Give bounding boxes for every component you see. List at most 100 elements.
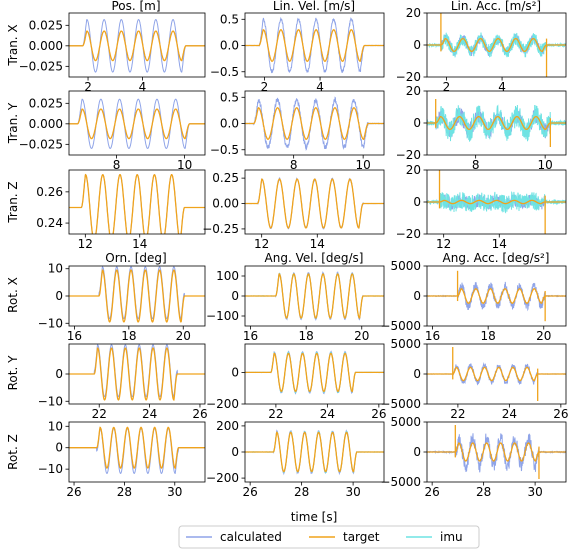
panel-2-1: 8 10 −0.025 0.000 0.025 — [19, 90, 206, 172]
x-tick-label: 26 — [243, 485, 258, 499]
x-tick-label: 26 — [371, 407, 386, 421]
x-tick-label: 8 — [290, 158, 298, 172]
y-tick-label: 0.5 — [220, 90, 239, 104]
row-label-rot-x: Rot. X — [6, 277, 20, 313]
y-tick-label: 0.025 — [29, 96, 63, 110]
panel-series-group — [427, 99, 566, 147]
x-tick-label: 16 — [243, 329, 258, 343]
x-tick-label: 2 — [261, 80, 269, 94]
y-tick-label: 0 — [413, 116, 421, 130]
series-target — [69, 173, 205, 234]
x-tick-label: 26 — [553, 407, 568, 421]
y-tick-label: −20 — [396, 227, 421, 241]
y-tick-label: −0.5 — [210, 143, 239, 157]
y-tick-label: −5000 — [380, 475, 421, 489]
x-tick-label: 8 — [113, 158, 121, 172]
x-tick-label: 24 — [320, 407, 335, 421]
y-tick-label: 0 — [413, 445, 421, 459]
y-tick-label: −0.025 — [19, 137, 63, 151]
panel-3-2: 12 14 −0.25 0.00 0.25 — [202, 169, 385, 251]
panel-series-group — [69, 344, 205, 401]
x-tick-label: 22 — [268, 407, 283, 421]
x-tick-label: 10 — [538, 158, 553, 172]
panel-series-group — [69, 426, 205, 475]
y-tick-label: 0 — [231, 365, 239, 379]
panel-4-1: 16 18 20 −10 0 10 — [38, 262, 206, 343]
y-tick-label: 5000 — [390, 259, 421, 273]
panel-series-group — [69, 98, 205, 149]
x-tick-label: 20 — [354, 329, 369, 343]
x-tick-label: 2 — [84, 80, 92, 94]
x-tick-label: 16 — [67, 329, 82, 343]
panel-6-1: 26 28 30 −10 0 10 — [38, 419, 206, 499]
col-title-lin-vel: Lin. Vel. [m/s] — [273, 0, 355, 13]
x-tick-label: 12 — [78, 237, 93, 251]
row-label-tran-x: Tran. X — [6, 24, 20, 66]
x-tick-label: 2 — [443, 80, 451, 94]
x-tick-label: 20 — [536, 329, 551, 343]
panel-series-group — [245, 176, 384, 230]
panel-4-2: 16 18 20 −100 0 100 — [206, 265, 385, 343]
row-label-tran-z: Tran. Z — [6, 181, 20, 223]
y-tick-label: 0.24 — [36, 216, 63, 230]
y-tick-label: −5000 — [380, 397, 421, 411]
x-tick-label: 12 — [436, 237, 451, 251]
y-tick-label: 0 — [231, 445, 239, 459]
y-tick-label: 0.000 — [29, 117, 63, 131]
panel-frame — [244, 12, 385, 78]
series-target — [245, 273, 384, 319]
series-calculated — [69, 344, 205, 398]
x-tick-label: 16 — [425, 329, 440, 343]
row-label-rot-y: Rot. Y — [6, 355, 20, 390]
col-title-lin-acc: Lin. Acc. [m/s²] — [451, 0, 541, 13]
x-tick-label: 20 — [176, 329, 191, 343]
x-tick-label: 26 — [66, 485, 81, 499]
y-tick-label: −200 — [206, 397, 239, 411]
panel-series-group — [427, 425, 566, 479]
panel-series-group — [69, 173, 205, 234]
x-tick-label: 28 — [117, 485, 132, 499]
series-target — [427, 288, 566, 304]
panel-5-2: 22 24 26 −200 0 — [206, 343, 386, 421]
panel-series-group — [427, 13, 566, 77]
y-tick-label: 10 — [48, 419, 63, 433]
x-axis-label: time [s] — [291, 510, 338, 524]
y-tick-label: −10 — [38, 394, 63, 408]
panel-5-3: 22 24 26 −5000 0 5000 — [380, 337, 568, 421]
row-label-rot-z: Rot. Z — [6, 434, 20, 470]
series-target — [69, 108, 205, 140]
panel-frame — [68, 169, 206, 235]
legend: calculated target imu — [178, 525, 480, 549]
y-tick-label: 0.25 — [212, 171, 239, 185]
series-target — [427, 199, 566, 205]
panel-2-2: 8 10 −0.5 0.0 0.5 — [210, 90, 385, 172]
x-tick-label: 26 — [425, 485, 440, 499]
panel-frame — [244, 169, 385, 235]
series-calculated — [69, 266, 205, 320]
panel-series-group — [427, 270, 566, 322]
y-tick-label: 0 — [413, 289, 421, 303]
panel-5-1: 22 24 26 −10 0 — [38, 343, 208, 421]
y-tick-label: −0.025 — [19, 59, 63, 73]
y-tick-label: 0.26 — [36, 185, 63, 199]
series-calculated — [245, 16, 384, 74]
series-target — [69, 347, 205, 401]
series-target — [69, 269, 205, 323]
panel-frame — [244, 90, 385, 156]
x-tick-label: 4 — [316, 80, 324, 94]
x-tick-label: 14 — [492, 237, 507, 251]
y-tick-label: 5000 — [390, 337, 421, 351]
y-tick-label: −0.25 — [202, 222, 239, 236]
y-tick-label: 20 — [406, 163, 421, 177]
y-tick-label: 0.5 — [220, 12, 239, 26]
series-target — [245, 107, 384, 141]
panel-series-group — [69, 19, 205, 73]
y-tick-label: 0 — [413, 38, 421, 52]
x-tick-label: 24 — [502, 407, 517, 421]
series-calculated — [69, 98, 205, 149]
y-tick-label: 0 — [413, 367, 421, 381]
x-tick-label: 28 — [476, 485, 491, 499]
series-target — [245, 431, 384, 473]
